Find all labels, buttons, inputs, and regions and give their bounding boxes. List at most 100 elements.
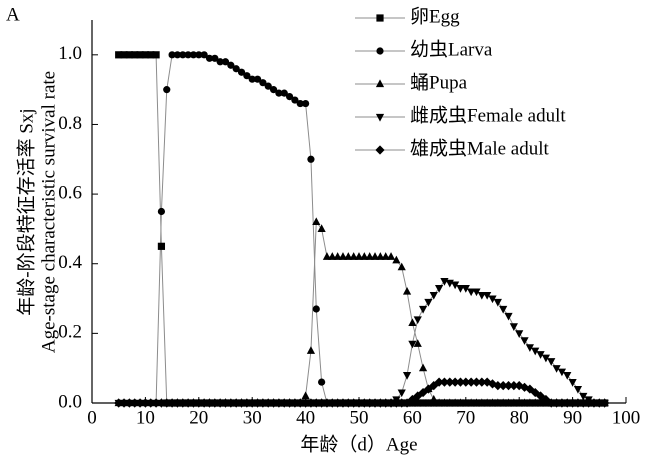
marker: [482, 377, 492, 387]
marker: [344, 252, 353, 260]
legend-label: 幼虫Larva: [410, 38, 493, 60]
marker: [317, 224, 326, 233]
marker: [579, 392, 588, 401]
marker: [515, 330, 524, 338]
marker: [199, 398, 209, 408]
marker: [318, 378, 326, 386]
y-axis-title: Age-stage characteristic survival rate: [38, 71, 59, 353]
marker: [397, 262, 406, 271]
marker: [195, 51, 203, 59]
x-tick-label: 10: [136, 407, 155, 428]
marker: [472, 398, 481, 407]
marker: [237, 68, 246, 76]
marker: [243, 72, 251, 80]
marker: [312, 217, 321, 226]
marker: [204, 398, 215, 408]
marker: [435, 285, 444, 293]
marker: [227, 61, 235, 69]
marker: [600, 398, 610, 408]
marker: [205, 54, 214, 62]
marker: [424, 399, 433, 407]
marker: [157, 242, 166, 250]
marker: [429, 380, 439, 391]
marker: [435, 398, 444, 407]
marker: [163, 86, 171, 94]
marker: [499, 398, 508, 407]
marker: [456, 285, 465, 293]
marker: [301, 398, 311, 408]
marker: [141, 51, 149, 59]
marker: [493, 398, 502, 407]
marker: [392, 255, 401, 264]
marker: [157, 207, 166, 216]
marker: [402, 372, 412, 380]
marker: [429, 291, 438, 300]
marker: [525, 344, 534, 352]
x-tick-label: 70: [456, 407, 475, 428]
marker: [259, 79, 267, 87]
marker: [418, 363, 428, 372]
marker: [573, 385, 583, 394]
panel-label: A: [6, 4, 20, 25]
marker: [269, 86, 278, 94]
marker: [391, 398, 401, 408]
marker: [178, 398, 188, 408]
marker: [279, 398, 289, 408]
marker: [557, 368, 567, 377]
marker: [563, 372, 572, 380]
marker: [530, 387, 540, 398]
marker: [258, 398, 268, 408]
marker: [520, 337, 529, 345]
marker: [461, 398, 470, 407]
marker: [445, 377, 455, 387]
legend-label: 雌成虫Female adult: [410, 104, 566, 126]
marker: [386, 252, 396, 260]
marker: [264, 82, 272, 90]
marker: [509, 398, 518, 407]
marker: [194, 398, 204, 408]
marker: [232, 65, 240, 73]
y-tick-label: 0.4: [58, 252, 82, 273]
marker: [306, 398, 316, 408]
legend-marker: [376, 14, 384, 22]
marker: [136, 51, 144, 59]
marker: [375, 398, 385, 408]
marker: [509, 323, 518, 331]
legend-marker: [375, 79, 385, 88]
marker: [467, 398, 476, 407]
marker: [220, 398, 231, 408]
marker: [263, 398, 273, 408]
marker: [173, 51, 182, 59]
marker: [504, 312, 513, 321]
marker: [434, 377, 444, 387]
marker: [179, 51, 187, 59]
x-tick-label: 30: [243, 407, 262, 428]
legend-label: 雄成虫Male adult: [410, 137, 550, 159]
marker: [231, 398, 241, 408]
marker: [477, 291, 486, 300]
marker: [467, 288, 476, 297]
series-line: [118, 280, 605, 404]
y-tick-label: 0.8: [58, 113, 82, 134]
marker: [483, 398, 492, 407]
marker: [514, 380, 524, 391]
marker: [402, 286, 412, 295]
legend-marker: [375, 145, 385, 155]
marker: [131, 51, 139, 59]
marker: [408, 318, 417, 327]
marker: [312, 305, 320, 313]
marker: [451, 398, 460, 407]
marker: [338, 398, 348, 408]
marker: [370, 252, 380, 260]
marker: [301, 391, 310, 400]
marker: [184, 51, 192, 59]
marker: [418, 305, 428, 314]
marker: [236, 398, 247, 408]
marker: [151, 398, 161, 408]
marker: [466, 377, 476, 387]
marker: [248, 75, 256, 83]
marker: [531, 398, 540, 407]
x-tick-label: 90: [563, 407, 582, 428]
marker: [381, 398, 391, 408]
marker: [226, 398, 236, 408]
